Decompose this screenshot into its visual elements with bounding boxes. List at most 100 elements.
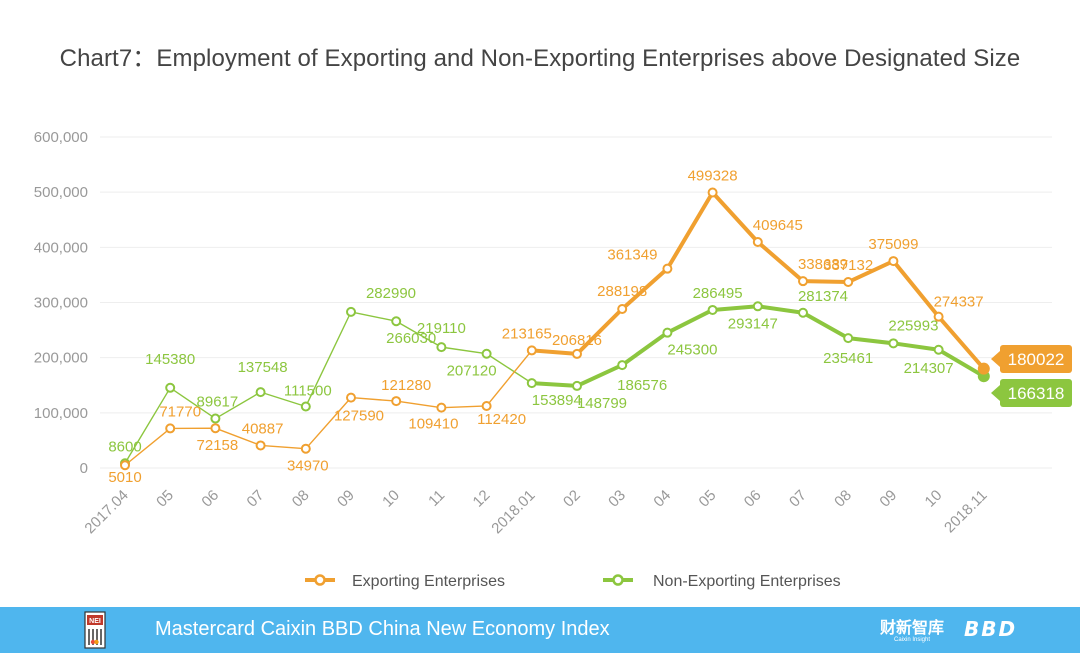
exporting-badge [1000,345,1072,373]
exporting-point [843,277,854,288]
non-exporting-point [933,344,944,355]
non-exporting-point [391,316,402,327]
y-tick-label: 500,000 [34,184,88,201]
exporting-point [165,423,176,434]
non-exporting-point [662,327,673,338]
legend-non-exporting-marker [612,574,624,586]
non-exporting-point [843,333,854,344]
x-tick-label: 03 [605,487,629,511]
x-tick-label: 09 [876,487,900,511]
exporting-point [255,440,266,451]
non-exporting-line-early [124,311,533,464]
non-exporting-data-label: 281374 [798,288,848,305]
non-exporting-badge-arrow [991,385,1000,401]
exporting-point [346,392,356,403]
x-tick-label: 02 [560,487,584,511]
y-tick-label: 0 [80,460,88,477]
exporting-data-label: 72158 [197,437,239,454]
x-tick-label: 05 [153,487,177,511]
exporting-data-label: 375099 [868,236,918,253]
exporting-data-label: 121280 [381,377,431,394]
non-exporting-data-label: 219110 [417,320,466,337]
non-exporting-point [165,382,176,393]
x-tick-label: 09 [334,487,358,511]
legend-exporting-marker [314,574,326,586]
non-exporting-data-label: 89617 [197,394,239,411]
exporting-point [120,460,130,471]
non-exporting-point [572,380,582,391]
non-exporting-point [436,342,447,353]
non-exporting-data-label: 137548 [238,359,288,376]
exporting-point [391,396,402,407]
exporting-data-label: 499328 [688,168,738,185]
exporting-data-label: 34970 [287,458,329,475]
bbd-logo: BBD [964,617,1018,641]
y-tick-label: 200,000 [34,350,88,367]
x-tick-label: 2018.11 [941,487,991,537]
exporting-data-label: 5010 [108,469,141,486]
x-tick-label: 12 [470,487,494,511]
exporting-point [572,348,582,359]
non-exporting-data-label: 186576 [617,377,667,394]
x-tick-label: 10 [379,487,403,511]
exporting-data-label: 288198 [597,283,647,300]
non-exporting-data-label: 293147 [728,315,778,332]
non-exporting-data-label: 266030 [386,330,436,347]
line-chart: 0 100,000 200,000 300,000 400,000 500,000 600,… [34,129,1072,590]
x-tick-label: 08 [289,487,313,511]
x-tick-label: 06 [741,487,765,511]
non-exporting-point [255,387,266,398]
exporting-data-label: 213165 [502,325,552,342]
exporting-point [300,443,311,454]
non-exporting-data-label: 8600 [108,438,141,455]
non-exporting-point [888,338,899,349]
non-exporting-badge-label: 166318 [1008,384,1065,403]
non-exporting-point [798,307,808,318]
non-exporting-data-label: 207120 [447,363,497,380]
non-exporting-data-label: 245300 [667,342,717,359]
exporting-data-label: 274337 [934,294,984,311]
non-exporting-data-label: 148799 [577,395,627,412]
exporting-point [526,345,537,356]
exporting-data-label: 361349 [607,247,657,264]
exporting-point [210,423,221,434]
non-exporting-data-label: 286495 [693,285,743,302]
non-exporting-data-label: 111500 [284,382,332,399]
caixin-insight-subtitle: Caixin Insight [894,637,931,643]
non-exporting-data-label: 145380 [145,351,195,368]
x-tick-label: 11 [425,487,448,510]
x-tick-label: 07 [244,487,268,511]
exporting-point-final [977,362,990,375]
non-exporting-point [707,304,718,315]
x-tick-label: 06 [198,487,222,511]
y-tick-label: 400,000 [34,239,88,256]
exporting-data-label: 338689 [798,256,848,273]
x-tick-label: 10 [922,487,946,511]
exporting-data-label: 409645 [753,217,803,234]
exporting-point [752,237,763,248]
exporting-point [436,402,447,413]
nei-logo-icon: NEI [84,611,106,649]
exporting-badge-arrow [991,351,1000,367]
y-tick-label: 300,000 [34,294,88,311]
non-exporting-point [526,378,537,389]
non-exporting-data-label: 282990 [366,285,416,302]
footer-index-name: Mastercard Caixin BBD China New Economy … [155,618,610,640]
exporting-point [481,400,492,411]
exporting-data-label: 71770 [159,403,201,420]
non-exporting-point [617,360,628,371]
x-tick-label: 08 [831,487,855,511]
x-tick-label: 2017.04 [81,487,131,537]
exporting-data-label: 127590 [334,408,384,425]
exporting-point [617,304,628,315]
non-exporting-point [752,301,763,312]
legend-non-exporting-label: Non-Exporting Enterprises [653,573,841,590]
exporting-line-early [124,349,533,466]
footer-bar: NEI Mastercard Caixin BBD China New Econ… [0,607,1080,653]
x-tick-label: 2018.01 [488,487,538,537]
exporting-point [707,187,718,198]
exporting-data-label: 40887 [242,420,284,437]
caixin-insight-logo: 财新智库 [880,618,945,637]
y-tick-label: 100,000 [34,405,88,422]
exporting-point [888,256,899,267]
